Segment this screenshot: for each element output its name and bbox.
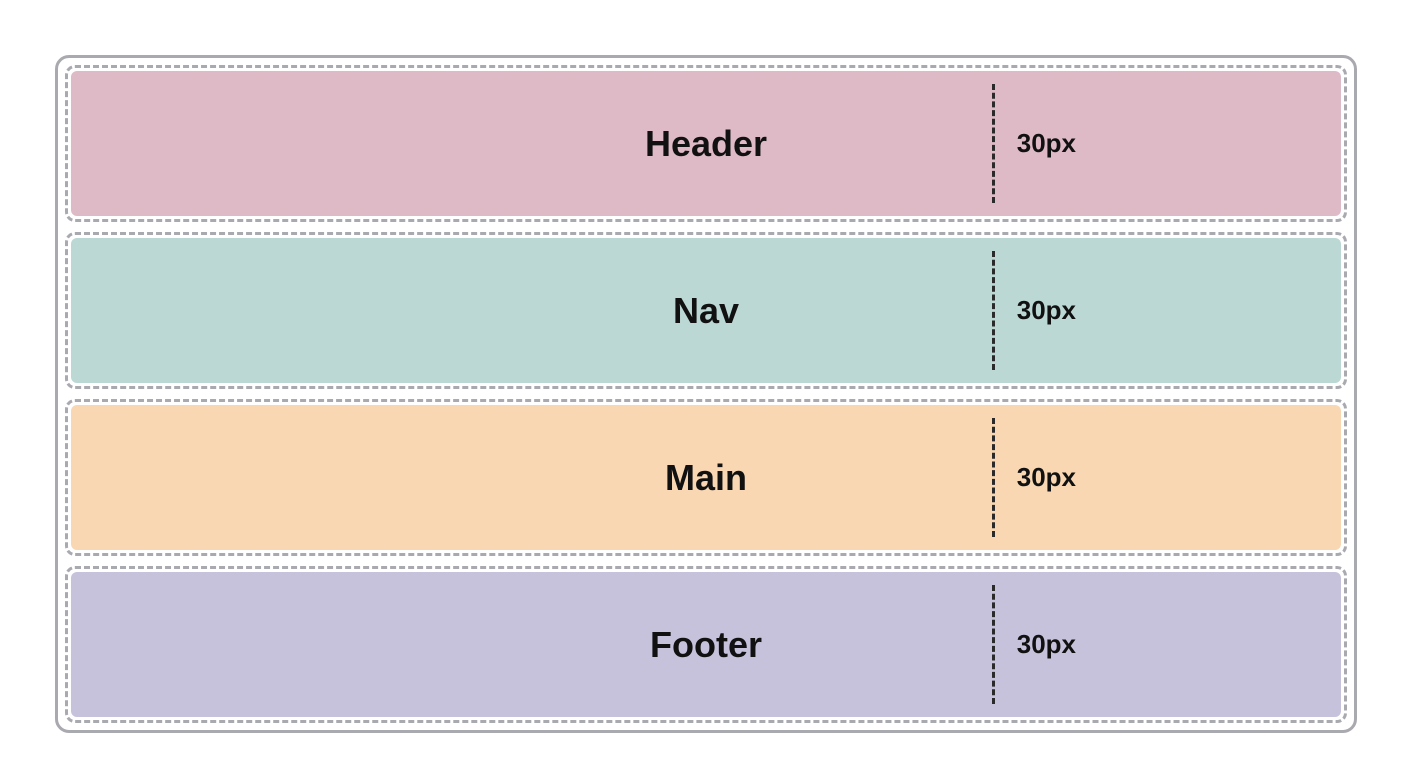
size-indicator: 30px <box>992 572 1076 717</box>
region-wrap-nav: Nav 30px <box>65 232 1347 389</box>
region-label: Nav <box>673 290 739 332</box>
region-label: Header <box>645 123 767 165</box>
size-label: 30px <box>1017 462 1076 493</box>
region-label: Main <box>665 457 747 499</box>
region-main: Main 30px <box>71 405 1341 550</box>
vertical-dash-line <box>992 585 995 704</box>
size-indicator: 30px <box>992 71 1076 216</box>
region-wrap-header: Header 30px <box>65 65 1347 222</box>
size-indicator: 30px <box>992 405 1076 550</box>
layout-diagram-container: Header 30px Nav 30px Main 30px Footer <box>55 55 1357 733</box>
vertical-dash-line <box>992 418 995 537</box>
region-header: Header 30px <box>71 71 1341 216</box>
region-nav: Nav 30px <box>71 238 1341 383</box>
region-wrap-footer: Footer 30px <box>65 566 1347 723</box>
size-label: 30px <box>1017 128 1076 159</box>
vertical-dash-line <box>992 251 995 370</box>
vertical-dash-line <box>992 84 995 203</box>
size-indicator: 30px <box>992 238 1076 383</box>
size-label: 30px <box>1017 629 1076 660</box>
region-label: Footer <box>650 624 762 666</box>
region-footer: Footer 30px <box>71 572 1341 717</box>
size-label: 30px <box>1017 295 1076 326</box>
region-wrap-main: Main 30px <box>65 399 1347 556</box>
